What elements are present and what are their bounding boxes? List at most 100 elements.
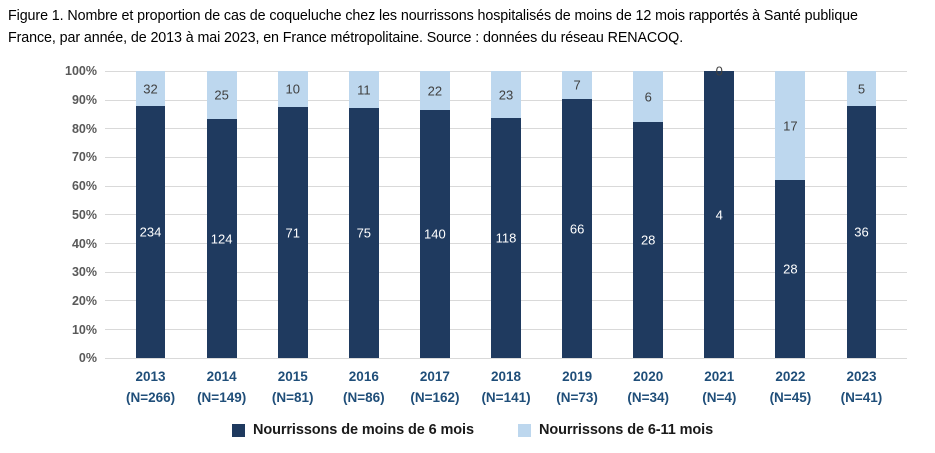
bar-slot-2020: 28 6: [613, 71, 684, 359]
bar-segment: 234: [135, 105, 166, 359]
x-tick-year: 2013: [135, 369, 166, 385]
bar-segment: 4: [704, 71, 735, 359]
bar-slot-2013: 234 32: [115, 71, 186, 359]
bar-segment: 22: [419, 71, 450, 111]
legend-item: Nourrissons de 6-11 mois: [517, 422, 713, 438]
bars-container: 234 32 124 25 71 10 75 11 140 22 118 23 66 7 28 6 4 0 28 17…: [115, 65, 897, 359]
x-tick-2014: 2014 (N=149): [186, 367, 257, 409]
x-tick-2020: 2020 (N=34): [613, 367, 684, 409]
bar-slot-2019: 66 7: [542, 71, 613, 359]
bar-value-label: 0: [715, 63, 723, 79]
y-axis: 100% 90% 80% 70% 60% 50% 40% 30% 20% 10% 0%: [38, 64, 105, 365]
bar-segment: 118: [491, 118, 521, 359]
x-tick-2017: 2017 (N=162): [399, 367, 470, 409]
legend-swatch-icon: [517, 423, 531, 437]
x-tick-year: 2020: [633, 369, 664, 385]
y-tick-label-80: 80%: [71, 121, 97, 136]
bar-value-label: 234: [139, 224, 162, 240]
bar-segment: 140: [419, 110, 450, 359]
bar-segment: 23: [491, 71, 521, 119]
y-tick-label-90: 90%: [71, 93, 97, 107]
x-tick-n: (N=81): [271, 390, 314, 406]
x-tick-n: (N=86): [343, 390, 385, 406]
bar-2022: 28 17: [775, 71, 806, 359]
y-tick-label-50: 50%: [71, 207, 97, 222]
bar-2020: 28 6: [633, 71, 664, 359]
bar-value-label: 75: [356, 225, 372, 241]
x-tick-n: (N=41): [840, 390, 883, 406]
bar-value-label: 23: [498, 87, 514, 103]
y-tick-label-100: 100%: [65, 64, 97, 79]
bar-value-label: 118: [495, 230, 517, 246]
bar-segment: 28: [775, 179, 806, 359]
x-tick-2019: 2019 (N=73): [542, 367, 613, 409]
bar-value-label: 25: [214, 87, 229, 103]
bar-slot-2015: 71 10: [257, 71, 328, 359]
x-tick-2023: 2023 (N=41): [826, 367, 897, 409]
x-tick-year: 2018: [490, 369, 522, 385]
bar-value-label: 28: [783, 261, 798, 277]
legend-swatch-icon: [231, 423, 245, 437]
stacked-bar-chart: 100% 90% 80% 70% 60% 50% 40% 30% 20% 10% 0% 234 32 1…: [38, 55, 907, 438]
bar-value-label: 124: [210, 231, 233, 247]
bar-value-label: 11: [357, 82, 371, 98]
figure-caption: Figure 1. Nombre et proportion de cas de…: [0, 0, 935, 49]
x-tick-2018: 2018 (N=141): [470, 367, 541, 409]
x-tick-year: 2014: [206, 369, 237, 385]
bar-2017: 140 22: [419, 71, 450, 359]
x-tick-n: (N=34): [627, 390, 670, 406]
bar-segment: 11: [348, 71, 379, 109]
plot-area: 234 32 124 25 71 10 75 11 140 22 118 23 66 7 28 6 4 0 28 17…: [105, 65, 907, 359]
legend-label: Nourrissons de moins de 6 mois: [252, 422, 474, 439]
bar-2019: 66 7: [562, 71, 593, 359]
x-tick-2022: 2022 (N=45): [755, 367, 826, 409]
figure-caption-line-1: Figure 1. Nombre et proportion de cas de…: [8, 8, 858, 24]
bar-value-label: 17: [783, 118, 798, 134]
y-tick-label-0: 0%: [78, 351, 97, 366]
bar-segment: 75: [348, 108, 379, 359]
x-axis: 2013 (N=266) 2014 (N=149) 2015 (N=81) 2016 (N=8…: [115, 367, 897, 409]
x-tick-2021: 2021 (N=4): [684, 367, 755, 409]
bar-2023: 36 5: [846, 71, 877, 359]
bar-2015: 71 10: [277, 71, 308, 359]
y-tick-label-60: 60%: [71, 179, 97, 194]
x-tick-n: (N=266): [125, 390, 176, 406]
x-tick-2015: 2015 (N=81): [257, 367, 328, 409]
bar-slot-2014: 124 25: [186, 71, 257, 359]
x-tick-year: 2021: [704, 369, 735, 385]
gridline-100: [105, 70, 907, 72]
bar-slot-2022: 28 17: [755, 71, 826, 359]
bar-segment: 7: [562, 71, 593, 99]
bar-segment: 66: [562, 98, 593, 359]
bar-segment: 32: [135, 71, 166, 106]
bar-value-label: 4: [715, 207, 723, 223]
bar-value-label: 71: [285, 225, 300, 241]
y-tick-label-70: 70%: [71, 150, 97, 165]
bar-segment: 28: [633, 121, 664, 359]
bar-segment: 71: [277, 106, 308, 359]
gridline-0: [105, 357, 907, 359]
bar-segment: 17: [775, 71, 806, 180]
x-tick-year: 2023: [846, 369, 877, 385]
x-tick-n: (N=141): [481, 390, 531, 406]
bar-segment: 124: [206, 119, 237, 359]
x-tick-year: 2017: [419, 369, 450, 385]
bar-value-label: 28: [640, 232, 656, 248]
y-tick-label-40: 40%: [71, 236, 97, 251]
legend-item: Nourrissons de moins de 6 mois: [231, 422, 474, 439]
x-tick-n: (N=4): [702, 390, 737, 406]
bar-value-label: 5: [857, 81, 866, 97]
bar-segment: 25: [206, 71, 237, 120]
figure-caption-line-2: France, par année, de 2013 à mai 2023, e…: [8, 30, 684, 47]
x-tick-2016: 2016 (N=86): [328, 367, 399, 409]
x-tick-n: (N=73): [556, 390, 598, 406]
x-tick-n: (N=45): [769, 390, 812, 406]
bar-2013: 234 32: [135, 71, 166, 359]
bar-segment: 5: [846, 71, 877, 107]
bar-2016: 75 11: [348, 71, 379, 359]
x-tick-year: 2016: [348, 369, 379, 385]
bar-segment: 36: [846, 106, 877, 359]
bar-value-label: 22: [427, 83, 443, 99]
x-tick-year: 2022: [775, 369, 806, 385]
